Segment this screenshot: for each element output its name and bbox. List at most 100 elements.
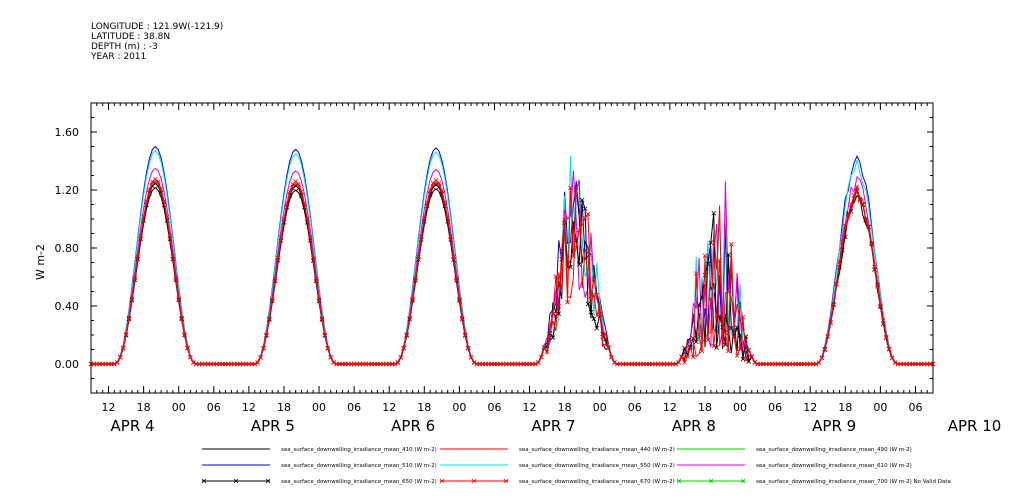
x-tick-label: 12 bbox=[102, 401, 116, 414]
series-marker bbox=[702, 272, 708, 278]
series-marker bbox=[591, 276, 597, 282]
depth-label: DEPTH (m) : -3 bbox=[91, 42, 158, 52]
series-marker bbox=[743, 357, 749, 363]
x-tick-label: 12 bbox=[663, 401, 677, 414]
x-tick-label: 06 bbox=[207, 401, 221, 414]
y-tick-label: 1.60 bbox=[55, 126, 80, 139]
series-marker bbox=[737, 346, 743, 352]
day-label: APR 8 bbox=[672, 417, 716, 435]
chart-header: LONGITUDE : 121.9W(-121.9) LATITUDE : 38… bbox=[91, 22, 223, 62]
series-marker bbox=[860, 201, 866, 207]
series-marker bbox=[582, 215, 588, 221]
series-marker bbox=[553, 274, 559, 279]
series-marker bbox=[603, 331, 608, 337]
series-marker bbox=[550, 335, 556, 340]
legend-item-6: sea_surface_downwelling_irradiance_mean_… bbox=[201, 478, 437, 485]
legend-item-8: sea_surface_downwelling_irradiance_mean_… bbox=[676, 478, 951, 485]
series-line-1 bbox=[91, 179, 933, 365]
legend-label: sea_surface_downwelling_irradiance_mean_… bbox=[756, 447, 912, 453]
series-marker bbox=[740, 356, 746, 362]
series-line-7 bbox=[91, 178, 933, 365]
x-tick-label: 06 bbox=[347, 401, 361, 414]
y-tick-label: 1.20 bbox=[55, 184, 80, 197]
y-axis-label: W m-2 bbox=[34, 244, 47, 280]
series-marker bbox=[854, 184, 860, 190]
series-markers-7 bbox=[88, 176, 936, 367]
latitude-label: LATITUDE : 38.8N bbox=[91, 32, 171, 42]
series-marker bbox=[688, 345, 693, 351]
series-layer bbox=[88, 145, 936, 367]
x-tick-label: 06 bbox=[768, 401, 782, 414]
series-line-0 bbox=[91, 187, 933, 365]
longitude-label: LONGITUDE : 121.9W(-121.9) bbox=[91, 22, 224, 32]
day-label: APR 10 bbox=[948, 417, 1002, 435]
series-marker bbox=[726, 348, 731, 354]
legend-marker bbox=[740, 478, 746, 484]
series-marker bbox=[728, 242, 734, 247]
legend-label: sea_surface_downwelling_irradiance_mean_… bbox=[519, 447, 675, 453]
series-marker bbox=[579, 197, 585, 203]
x-tick-label: 12 bbox=[803, 401, 817, 414]
series-marker bbox=[588, 309, 594, 315]
x-tick-label: 00 bbox=[593, 401, 607, 414]
series-marker bbox=[685, 354, 690, 359]
series-marker bbox=[574, 245, 579, 251]
legend-label: sea_surface_downwelling_irradiance_mean_… bbox=[281, 447, 437, 453]
x-tick-label: 06 bbox=[628, 401, 642, 414]
legend-item-5: sea_surface_downwelling_irradiance_mean_… bbox=[677, 463, 912, 469]
legend-item-7: sea_surface_downwelling_irradiance_mean_… bbox=[439, 478, 675, 485]
series-marker bbox=[682, 360, 687, 365]
series-marker bbox=[576, 262, 582, 267]
day-label: APR 4 bbox=[111, 417, 155, 435]
series-marker bbox=[693, 271, 699, 276]
series-marker bbox=[699, 348, 705, 354]
series-marker bbox=[728, 325, 734, 331]
series-line-3 bbox=[91, 145, 933, 365]
day-label: APR 9 bbox=[812, 417, 856, 435]
legend-item-1: sea_surface_downwelling_irradiance_mean_… bbox=[440, 447, 675, 453]
series-marker bbox=[746, 359, 752, 364]
series-line-6 bbox=[91, 182, 933, 365]
series-marker bbox=[711, 210, 717, 216]
y-tick-label: 0.40 bbox=[55, 300, 80, 313]
legend-label: sea_surface_downwelling_irradiance_mean_… bbox=[519, 463, 675, 469]
x-tick-label: 00 bbox=[312, 401, 326, 414]
legend-item-4: sea_surface_downwelling_irradiance_mean_… bbox=[440, 463, 675, 469]
series-marker bbox=[594, 325, 600, 331]
series-marker bbox=[717, 313, 722, 319]
x-tick-label: 12 bbox=[382, 401, 396, 414]
series-marker bbox=[565, 300, 570, 305]
series-marker bbox=[702, 253, 708, 259]
legend-item-3: sea_surface_downwelling_irradiance_mean_… bbox=[202, 463, 437, 469]
legend-marker bbox=[471, 478, 477, 484]
legend-item-2: sea_surface_downwelling_irradiance_mean_… bbox=[677, 447, 912, 453]
legend-marker bbox=[265, 478, 271, 484]
legend-label: sea_surface_downwelling_irradiance_mean_… bbox=[756, 463, 912, 469]
series-line-5 bbox=[91, 167, 933, 365]
legend-item-0: sea_surface_downwelling_irradiance_mean_… bbox=[202, 447, 437, 453]
series-marker bbox=[740, 314, 746, 320]
series-marker bbox=[556, 311, 562, 316]
series-marker bbox=[705, 337, 711, 343]
series-marker bbox=[571, 254, 576, 259]
series-markers-6 bbox=[88, 181, 936, 367]
x-tick-label: 12 bbox=[523, 401, 537, 414]
series-marker bbox=[568, 264, 573, 270]
series-marker bbox=[591, 316, 597, 322]
x-tick-label: 00 bbox=[733, 401, 747, 414]
x-tick-label: 18 bbox=[277, 401, 291, 414]
series-marker bbox=[708, 240, 714, 245]
x-tick-label: 18 bbox=[698, 401, 712, 414]
series-marker bbox=[568, 185, 573, 191]
series-marker bbox=[723, 330, 728, 335]
y-tick-label: 0.80 bbox=[55, 242, 80, 255]
series-marker bbox=[714, 345, 719, 350]
series-marker bbox=[594, 292, 600, 298]
series-marker bbox=[731, 334, 737, 340]
legend-marker bbox=[201, 478, 207, 484]
legend-marker bbox=[708, 478, 714, 484]
x-tick-label: 00 bbox=[873, 401, 887, 414]
y-tick-label: 0.00 bbox=[55, 358, 80, 371]
series-marker bbox=[696, 332, 702, 338]
x-axis: 12 18 00 06 12 18 00 06 12 18 00 06 12 18 00 06 12 18 00 06… bbox=[90, 103, 1002, 435]
